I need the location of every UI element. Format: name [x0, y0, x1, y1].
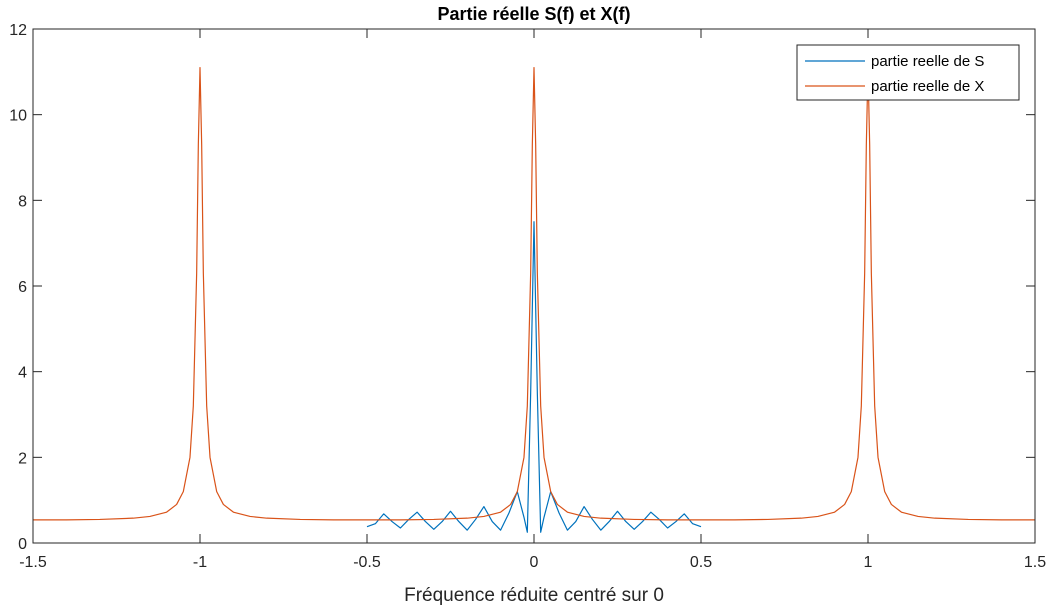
x-tick-label: 1: [864, 554, 873, 571]
x-axis-title: Fréquence réduite centré sur 0: [404, 585, 664, 606]
plot-area: [33, 29, 1035, 543]
y-tick-label: 12: [9, 22, 27, 39]
legend-box: [796, 44, 1020, 101]
x-tick-label: -1.5: [19, 554, 47, 571]
y-tick-label: 8: [18, 193, 27, 210]
y-tick-label: 10: [9, 108, 27, 125]
y-tick-label: 6: [18, 279, 27, 296]
y-tick-label: 4: [18, 365, 27, 382]
axes-layer: -1.5 -1 -0.5 0 0.5 1 1.5 0 2 4 6 8 10 12: [9, 22, 1046, 571]
series-line-s: [366, 221, 702, 533]
legend-label-s: partie reelle de S: [871, 53, 984, 70]
x-tick-label: -0.5: [353, 554, 381, 571]
y-tick-label: 0: [18, 536, 27, 553]
x-tick-label: -1: [193, 554, 207, 571]
x-tick-label: 0: [530, 554, 539, 571]
y-tick-label: 2: [18, 450, 27, 467]
legend-label-x: partie reelle de X: [871, 78, 984, 95]
legend: partie reelle de S partie reelle de X: [796, 44, 1020, 101]
x-tick-label: 1.5: [1024, 554, 1046, 571]
chart-title: Partie réelle S(f) et X(f): [437, 4, 630, 24]
x-tick-label: 0.5: [690, 554, 712, 571]
